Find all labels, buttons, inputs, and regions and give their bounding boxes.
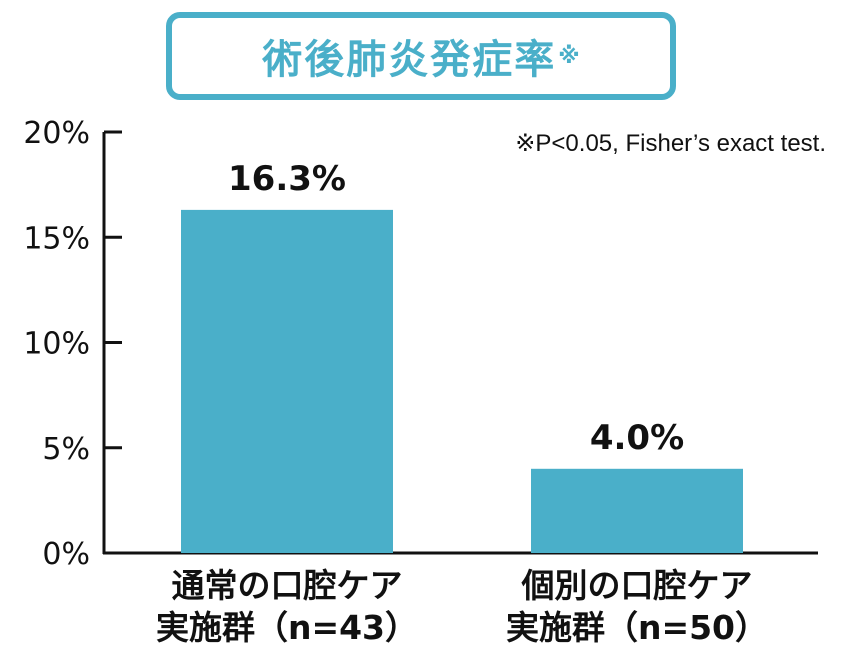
y-tick-label: 0% [42,537,90,572]
bar [531,468,743,553]
y-tick-label: 15% [23,221,90,256]
y-tick-label: 5% [42,432,90,467]
bar [181,209,393,553]
category-label: 実施群（n=43） [156,608,418,647]
y-tick-label: 10% [23,327,90,362]
chart-bars [181,209,743,553]
chart-title-box: 術後肺炎発症率 ※ [166,12,676,100]
chart-title: 術後肺炎発症率 [262,37,557,83]
category-label: 個別の口腔ケア [521,566,753,605]
bar-value-label: 16.3% [228,159,346,199]
bar-value-label: 4.0% [590,418,684,458]
y-tick-label: 20% [23,116,90,151]
chart-title-mark: ※ [558,43,580,69]
chart-note: ※P<0.05, Fisher’s exact test. [515,130,826,157]
category-label: 実施群（n=50） [506,608,768,647]
category-label: 通常の口腔ケア [172,566,403,605]
